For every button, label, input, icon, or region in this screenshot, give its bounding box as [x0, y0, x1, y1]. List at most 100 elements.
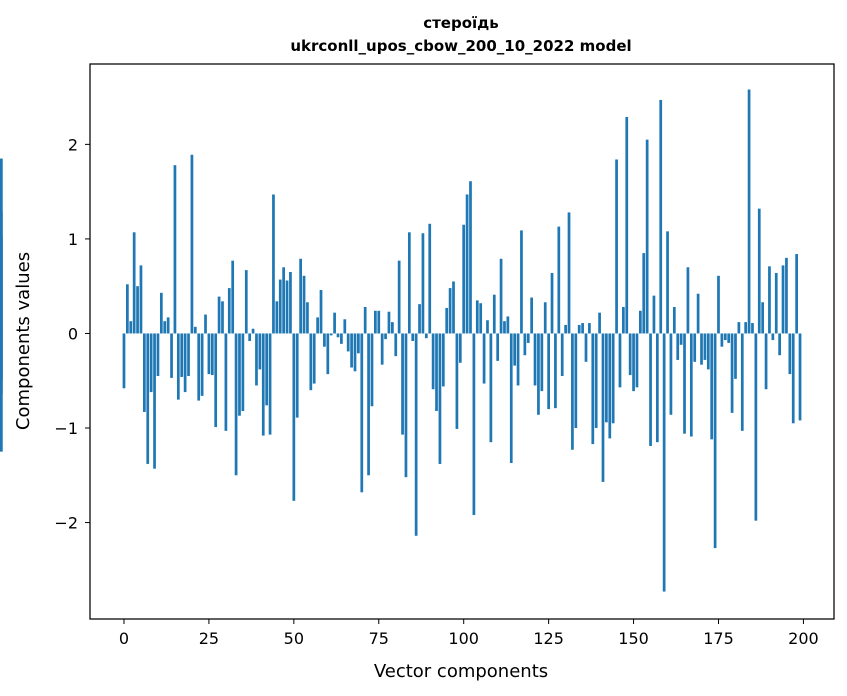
bar-component-35 [241, 333, 245, 411]
bar-component-107 [486, 320, 489, 334]
bar-component-166 [686, 267, 690, 334]
bar-component-178 [727, 333, 731, 343]
bar-component-152 [639, 310, 642, 334]
bar-component-106 [482, 333, 486, 384]
bar-component-49 [289, 272, 292, 334]
y-tick-label: −2 [54, 514, 78, 533]
bar-component-174 [713, 333, 717, 549]
bar-component-119 [526, 333, 530, 343]
bar-component-63 [336, 333, 340, 338]
bar-component-29 [221, 301, 224, 334]
bar-component-18 [183, 333, 187, 393]
bar-component-68 [353, 333, 357, 372]
bar-component-41 [261, 333, 265, 436]
bar-component-134 [577, 324, 581, 334]
bar-component-84 [407, 232, 411, 334]
y-axis-ticks: −2 −1 0 1 2 [54, 135, 90, 533]
bar-component-161 [669, 333, 673, 415]
bar-component-25 [207, 333, 211, 375]
bar-component-149 [628, 333, 632, 376]
bar-component-130 [564, 324, 567, 334]
bar-component-145 [615, 159, 618, 334]
bar-component-28 [217, 296, 221, 334]
bar-component-48 [285, 280, 289, 334]
bar-component-109 [492, 294, 496, 334]
bar-component-54 [306, 302, 309, 334]
bar-component-27 [214, 333, 218, 428]
bar-component-154 [645, 139, 649, 334]
bar-component-195 [785, 257, 788, 334]
bar-component-118 [523, 333, 527, 356]
bar-component-129 [560, 333, 564, 377]
y-tick-label: 1 [68, 230, 78, 249]
bar-component-126 [550, 272, 554, 334]
bar-component-23 [200, 333, 204, 396]
bar-component-160 [666, 231, 669, 334]
bar-component-163 [676, 333, 680, 360]
x-tick-label: 0 [119, 629, 129, 648]
y-axis-label: Components values [13, 252, 34, 430]
bar-component-121 [533, 333, 537, 386]
bar-component-162 [672, 306, 676, 334]
bar-component-168 [693, 333, 697, 362]
bar-component-155 [649, 333, 652, 446]
bar-component-60 [326, 333, 330, 375]
bar-component-138 [591, 333, 595, 445]
bar-component-7 [146, 333, 150, 464]
bar-component-173 [710, 333, 714, 440]
bar-component-197 [791, 333, 795, 424]
bar-component-71 [363, 306, 367, 334]
bar-component-114 [509, 333, 513, 463]
bar-component-69 [357, 333, 360, 354]
bar-component-30 [224, 333, 228, 431]
bar-component-91 [431, 333, 435, 390]
bar-component-19 [187, 333, 190, 377]
bar-component-39 [255, 333, 258, 386]
bar-component-82 [401, 333, 404, 435]
bar-component-147 [622, 306, 625, 334]
bar-component-8 [149, 333, 153, 393]
bar-component-115 [513, 333, 517, 366]
bar-component-101 [465, 194, 469, 334]
bar-component-15 [173, 165, 177, 334]
x-tick-label: 150 [618, 629, 649, 648]
bar-component-196 [788, 333, 792, 375]
bar-component-92 [435, 333, 438, 411]
bar-component-188 [761, 302, 765, 334]
bar-component-158 [659, 99, 663, 334]
y-tick-label: 0 [68, 324, 78, 343]
bar-component-78 [387, 311, 391, 334]
bar-component-57 [316, 317, 319, 334]
bar-component-1 [126, 284, 129, 334]
bar-component-75 [377, 310, 381, 334]
bar-component-14 [170, 333, 173, 378]
bar-component-194 [781, 265, 785, 334]
bar-component-50 [292, 333, 296, 501]
bar-component-20 [190, 154, 194, 334]
bar-component-111 [499, 258, 503, 334]
bar-component-undefined [0, 333, 3, 452]
bar-component-110 [496, 333, 500, 361]
bar-component-143 [608, 333, 612, 439]
bar-component-104 [475, 300, 479, 334]
bar-component-192 [774, 272, 778, 334]
bar-component-3 [132, 232, 136, 334]
bar-component-74 [374, 310, 377, 334]
bar-component-183 [744, 322, 748, 334]
bar-component-156 [652, 295, 656, 334]
bar-component-176 [720, 333, 724, 347]
bar-component-95 [445, 307, 449, 334]
bar-component-45 [275, 301, 279, 334]
bar-component-21 [193, 326, 197, 334]
bar-component-0 [122, 333, 126, 389]
bar-component-132 [571, 333, 574, 450]
bar-component-93 [438, 333, 442, 464]
bar-component-150 [632, 333, 635, 392]
bar-component-87 [418, 304, 421, 334]
bar-component-123 [540, 333, 544, 392]
bar-component-11 [159, 292, 163, 334]
bar-component-24 [204, 314, 207, 334]
bar-component-117 [520, 230, 523, 334]
